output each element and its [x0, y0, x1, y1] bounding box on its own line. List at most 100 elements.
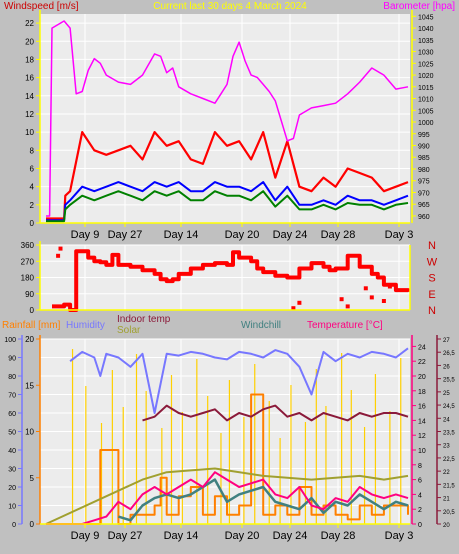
rainfall-axis-tick-label-1: 5	[30, 474, 35, 483]
indoor-temp-axis-tick-label-7: 23,5	[443, 431, 455, 437]
indoor-temp-axis-tick-label-10: 25	[443, 391, 450, 397]
direction-axis-tick-label-1: 90	[25, 290, 34, 299]
compass-label-3: E	[428, 289, 435, 301]
direction-point	[345, 304, 350, 309]
direction-point	[297, 300, 302, 305]
compass-label-1: W	[427, 256, 438, 268]
windspeed-axis-tick-label-8: 16	[25, 74, 34, 83]
wind-x-tick-label-4: Day 24	[273, 229, 308, 241]
compass-label-0: N	[428, 240, 436, 252]
barometer-line	[46, 20, 409, 217]
barometer-axis-tick-label-0: 960	[418, 214, 430, 221]
windspeed-axis-tick-label-1: 2	[30, 201, 35, 210]
legend-entry-3: Solar	[117, 325, 141, 336]
climate-x-tick-label-4: Day 24	[273, 530, 308, 542]
climate-x-tick-label-3: Day 20	[225, 530, 260, 542]
windspeed-axis-tick-label-4: 8	[30, 146, 35, 155]
temperature-axis-tick-label-7: 14	[418, 418, 426, 425]
indoor-temp-axis-tick-label-5: 22,5	[443, 457, 455, 463]
humidity-axis-tick-label-0: 0	[12, 522, 16, 529]
indoor-temp-axis-tick-label-8: 24	[443, 417, 450, 423]
direction-point	[291, 306, 296, 311]
humidity-axis-tick-label-8: 80	[8, 374, 16, 381]
direction-point	[339, 297, 344, 302]
humidity-axis-tick-label-2: 20	[8, 485, 16, 492]
indoor-temp-axis-tick-label-2: 21	[443, 497, 450, 503]
climate-x-tick-label-1: Day 27	[108, 530, 143, 542]
windspeed-axis-tick-label-0: 0	[30, 219, 35, 228]
indoor-temp-axis-tick-label-6: 23	[443, 444, 450, 450]
windspeed-axis-tick-label-9: 18	[25, 55, 34, 64]
humidity-axis-tick-label-4: 40	[8, 448, 16, 455]
indoor-temp-axis-tick-label-4: 22	[443, 470, 450, 476]
humidity-axis-tick-label-1: 10	[8, 504, 16, 511]
windspeed-axis-tick-label-2: 4	[30, 183, 35, 192]
barometer-axis-tick-label-2: 970	[418, 190, 430, 197]
rainfall-axis-tick-label-2: 10	[25, 428, 34, 437]
temperature-axis-tick-label-0: 0	[418, 522, 422, 529]
barometer-axis-tick-label-11: 1015	[418, 85, 434, 92]
humidity-axis-tick-label-5: 50	[8, 430, 16, 437]
temperature-axis-tick-label-2: 4	[418, 492, 422, 499]
wind-axes: 0 2 4 6 8 10 12 14 16 18 20 22 960 965 970 975 980 985 990…	[25, 10, 434, 241]
indoor-temp-axis-tick-label-11: 25,5	[443, 378, 455, 384]
legend-entry-5: Temperature [°C]	[307, 320, 383, 331]
barometer-axis-tick-label-8: 1000	[418, 120, 434, 127]
barometer-axis-label: Barometer [hpa]	[383, 1, 455, 12]
climate-x-tick-label-5: Day 28	[321, 530, 356, 542]
barometer-axis-tick-label-17: 1045	[418, 14, 434, 21]
barometer-axis-tick-label-4: 980	[418, 167, 430, 174]
wind-x-tick-label-5: Day 28	[321, 229, 356, 241]
temperature-axis-tick-label-5: 10	[418, 448, 426, 455]
wind-x-tick-label-2: Day 14	[164, 229, 199, 241]
direction-series	[52, 246, 410, 312]
compass-label-2: S	[428, 273, 435, 285]
temperature-axis-tick-label-8: 16	[418, 404, 426, 411]
chart-title: Current last 30 days 4 March 2024	[153, 1, 307, 12]
windspeed-axis-tick-label-3: 6	[30, 164, 35, 173]
indoor-temp-axis-tick-label-1: 20,5	[443, 510, 455, 516]
wind-x-tick-label-6: Day 3	[385, 229, 414, 241]
windspeed-axis-tick-label-5: 10	[25, 128, 34, 137]
wind-x-tick-label-1: Day 27	[108, 229, 143, 241]
barometer-axis-tick-label-3: 975	[418, 179, 430, 186]
barometer-axis-tick-label-10: 1010	[418, 97, 434, 104]
indoor-temp-axis-tick-label-0: 20	[443, 523, 450, 529]
direction-point	[58, 246, 63, 251]
climate-x-tick-label-6: Day 3	[385, 530, 414, 542]
temperature-axis-tick-label-11: 22	[418, 359, 426, 366]
climate-x-tick-label-0: Day 9	[71, 530, 100, 542]
temperature-axis-tick-label-3: 6	[418, 478, 422, 485]
barometer-axis-tick-label-5: 985	[418, 155, 430, 162]
indoor-temp-axis-tick-label-3: 21,5	[443, 483, 455, 489]
direction-point	[381, 299, 386, 303]
windspeed-axis-tick-label-11: 22	[25, 19, 34, 28]
compass-label-4: N	[428, 305, 436, 317]
temperature-axis-tick-label-10: 20	[418, 374, 426, 381]
legend-entry-4: Windchill	[241, 320, 281, 331]
windspeed-axis-tick-label-10: 20	[25, 37, 34, 46]
temperature-axis-tick-label-6: 12	[418, 433, 426, 440]
barometer-axis-tick-label-14: 1030	[418, 50, 434, 57]
barometer-axis-tick-label-12: 1020	[418, 73, 434, 80]
low-line	[46, 190, 409, 223]
direction-point	[369, 295, 374, 300]
temperature-axis-tick-label-1: 2	[418, 507, 422, 514]
barometer-axis-tick-label-15: 1035	[418, 38, 434, 45]
indoor-temp-axis-tick-label-12: 26	[443, 364, 450, 370]
temperature-line	[46, 471, 409, 525]
gust-line	[46, 131, 409, 220]
humidity-axis-tick-label-3: 30	[8, 467, 16, 474]
temperature-axis-tick-label-9: 18	[418, 389, 426, 396]
windspeed-axis-tick-label-7: 14	[25, 92, 34, 101]
legend-entry-0: Rainfall [mm]	[2, 320, 61, 331]
rainfall-axis-tick-label-3: 15	[25, 381, 34, 390]
humidity-axis-tick-label-10: 100	[4, 337, 16, 344]
indoor-temp-axis-tick-label-13: 26,5	[443, 351, 455, 357]
indoor-temp-axis-tick-label-9: 24,5	[443, 404, 455, 410]
windspeed-axis-tick-label-6: 12	[25, 110, 34, 119]
barometer-axis-tick-label-16: 1040	[418, 26, 434, 33]
wind-x-tick-label-0: Day 9	[71, 229, 100, 241]
